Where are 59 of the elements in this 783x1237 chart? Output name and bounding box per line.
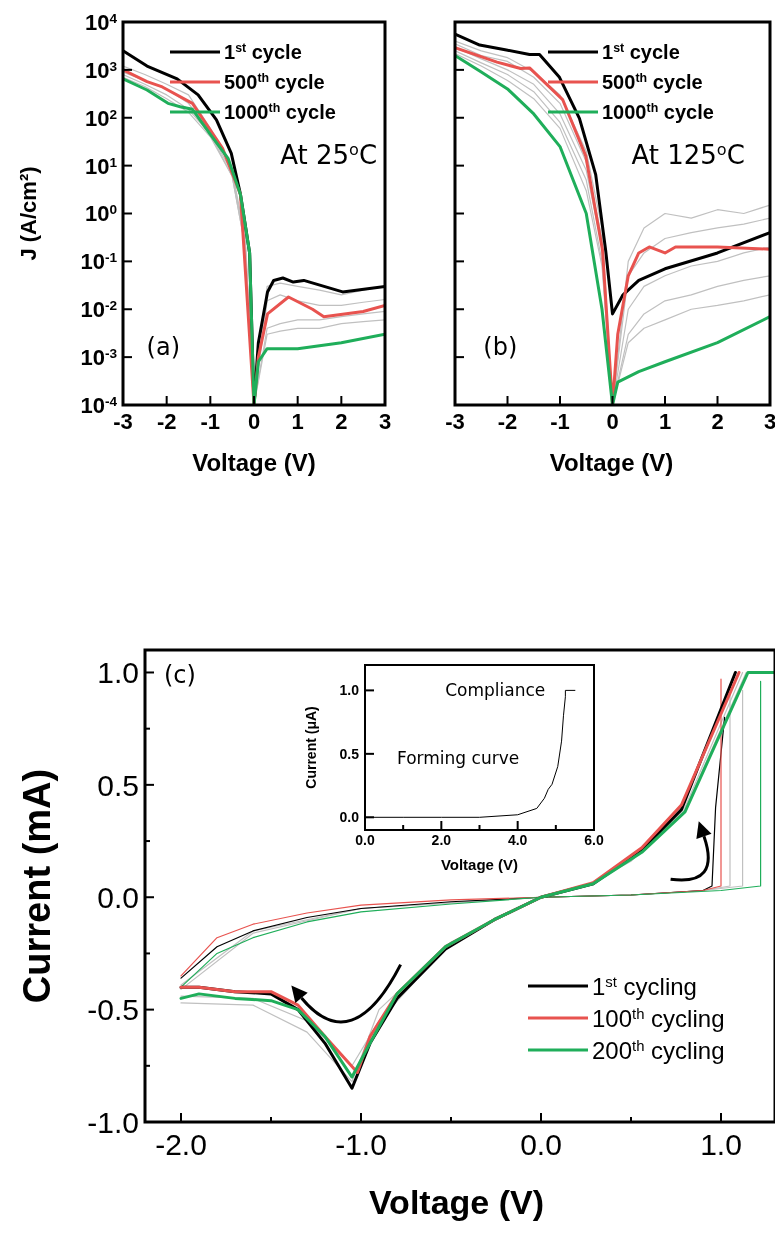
y-axis-title: Current (μA) xyxy=(303,706,319,789)
x-tick-label: -2 xyxy=(497,409,518,435)
x-tick-label: 2 xyxy=(711,409,724,435)
y-tick-label: 1.0 xyxy=(97,656,139,690)
x-tick-label: 3 xyxy=(763,409,777,435)
y-tick-label: 10$^{2}$ xyxy=(84,105,118,131)
x-tick-label: 1 xyxy=(658,409,672,435)
x-tick-label: -2 xyxy=(156,409,177,435)
legend-label: 1$^{st}$ cycle xyxy=(224,41,302,64)
y-tick-label: 10$^{4}$ xyxy=(84,9,118,35)
y-tick-label: 10$^{-2}$ xyxy=(80,297,118,323)
x-tick-label: 0 xyxy=(247,409,261,435)
y-tick-label: -1.0 xyxy=(87,1105,139,1139)
y-axis-title: J (A/cm²) xyxy=(16,166,41,261)
y-tick-label: 0.5 xyxy=(97,768,139,802)
annotation: At 25$^{o}$C xyxy=(280,139,378,170)
x-axis-title: Voltage (V) xyxy=(368,1183,545,1221)
x-tick-label: 2 xyxy=(335,409,348,435)
x-tick-label: -2.0 xyxy=(155,1128,207,1161)
y-tick-label: 0.5 xyxy=(339,745,360,762)
legend-label: 500$^{th}$ cycle xyxy=(602,71,703,94)
x-tick-label: -1 xyxy=(200,409,221,435)
annotation: (a) xyxy=(146,333,181,362)
legend-label: 1000$^{th}$ cycle xyxy=(602,101,714,124)
x-tick-label: -3 xyxy=(445,409,465,435)
legend-label: 1000$^{th}$ cycle xyxy=(224,101,336,124)
y-tick-label: 10$^{3}$ xyxy=(84,57,118,83)
y-tick-label: 10$^{-3}$ xyxy=(80,345,118,371)
y-tick-label: 10$^{-1}$ xyxy=(80,249,118,275)
annotation: At 125$^{o}$C xyxy=(631,139,745,170)
x-tick-label: 1.0 xyxy=(700,1128,742,1161)
x-tick-label: 1 xyxy=(291,409,304,435)
y-tick-label: 0.0 xyxy=(97,881,139,915)
y-tick-label: -0.5 xyxy=(87,993,139,1027)
x-tick-label: 4.0 xyxy=(507,832,528,849)
y-tick-label: 1.0 xyxy=(339,682,360,699)
annotation: (b) xyxy=(483,333,518,362)
legend-label: 200$^{th}$ cycling xyxy=(592,1036,725,1064)
y-tick-label: 0.0 xyxy=(339,809,360,826)
x-tick-label: 3 xyxy=(378,409,392,435)
y-tick-label: 10$^{1}$ xyxy=(84,153,118,179)
x-axis-title: Voltage (V) xyxy=(549,449,674,476)
x-axis-title: Voltage (V) xyxy=(440,856,519,873)
annotation: (c) xyxy=(163,661,196,690)
y-axis-title: Current (mA) xyxy=(16,768,58,1004)
x-tick-label: 0.0 xyxy=(355,832,375,849)
legend-label: 1$^{st}$ cycling xyxy=(592,972,697,1000)
x-tick-label: -1 xyxy=(550,409,570,435)
x-tick-label: 0 xyxy=(606,409,619,435)
legend-label: 500$^{th}$ cycle xyxy=(224,71,325,94)
x-tick-label: 2.0 xyxy=(431,832,452,849)
annotation: Forming curve xyxy=(397,748,520,768)
legend-label: 100$^{th}$ cycling xyxy=(592,1004,725,1032)
x-axis-title: Voltage (V) xyxy=(192,449,316,476)
x-tick-label: 6.0 xyxy=(584,832,604,849)
x-tick-label: 0.0 xyxy=(520,1128,562,1161)
annotation: Compliance xyxy=(445,680,546,701)
legend-label: 1$^{st}$ cycle xyxy=(602,41,680,64)
y-tick-label: 10$^{0}$ xyxy=(84,201,118,227)
